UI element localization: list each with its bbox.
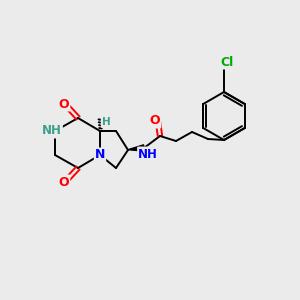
Text: Cl: Cl bbox=[220, 56, 234, 68]
Text: O: O bbox=[150, 115, 160, 128]
Text: H: H bbox=[102, 117, 110, 127]
Text: O: O bbox=[59, 176, 69, 188]
Text: N: N bbox=[95, 148, 105, 161]
Text: NH: NH bbox=[42, 124, 62, 137]
Text: NH: NH bbox=[138, 148, 158, 160]
Text: O: O bbox=[59, 98, 69, 110]
Polygon shape bbox=[128, 145, 144, 151]
